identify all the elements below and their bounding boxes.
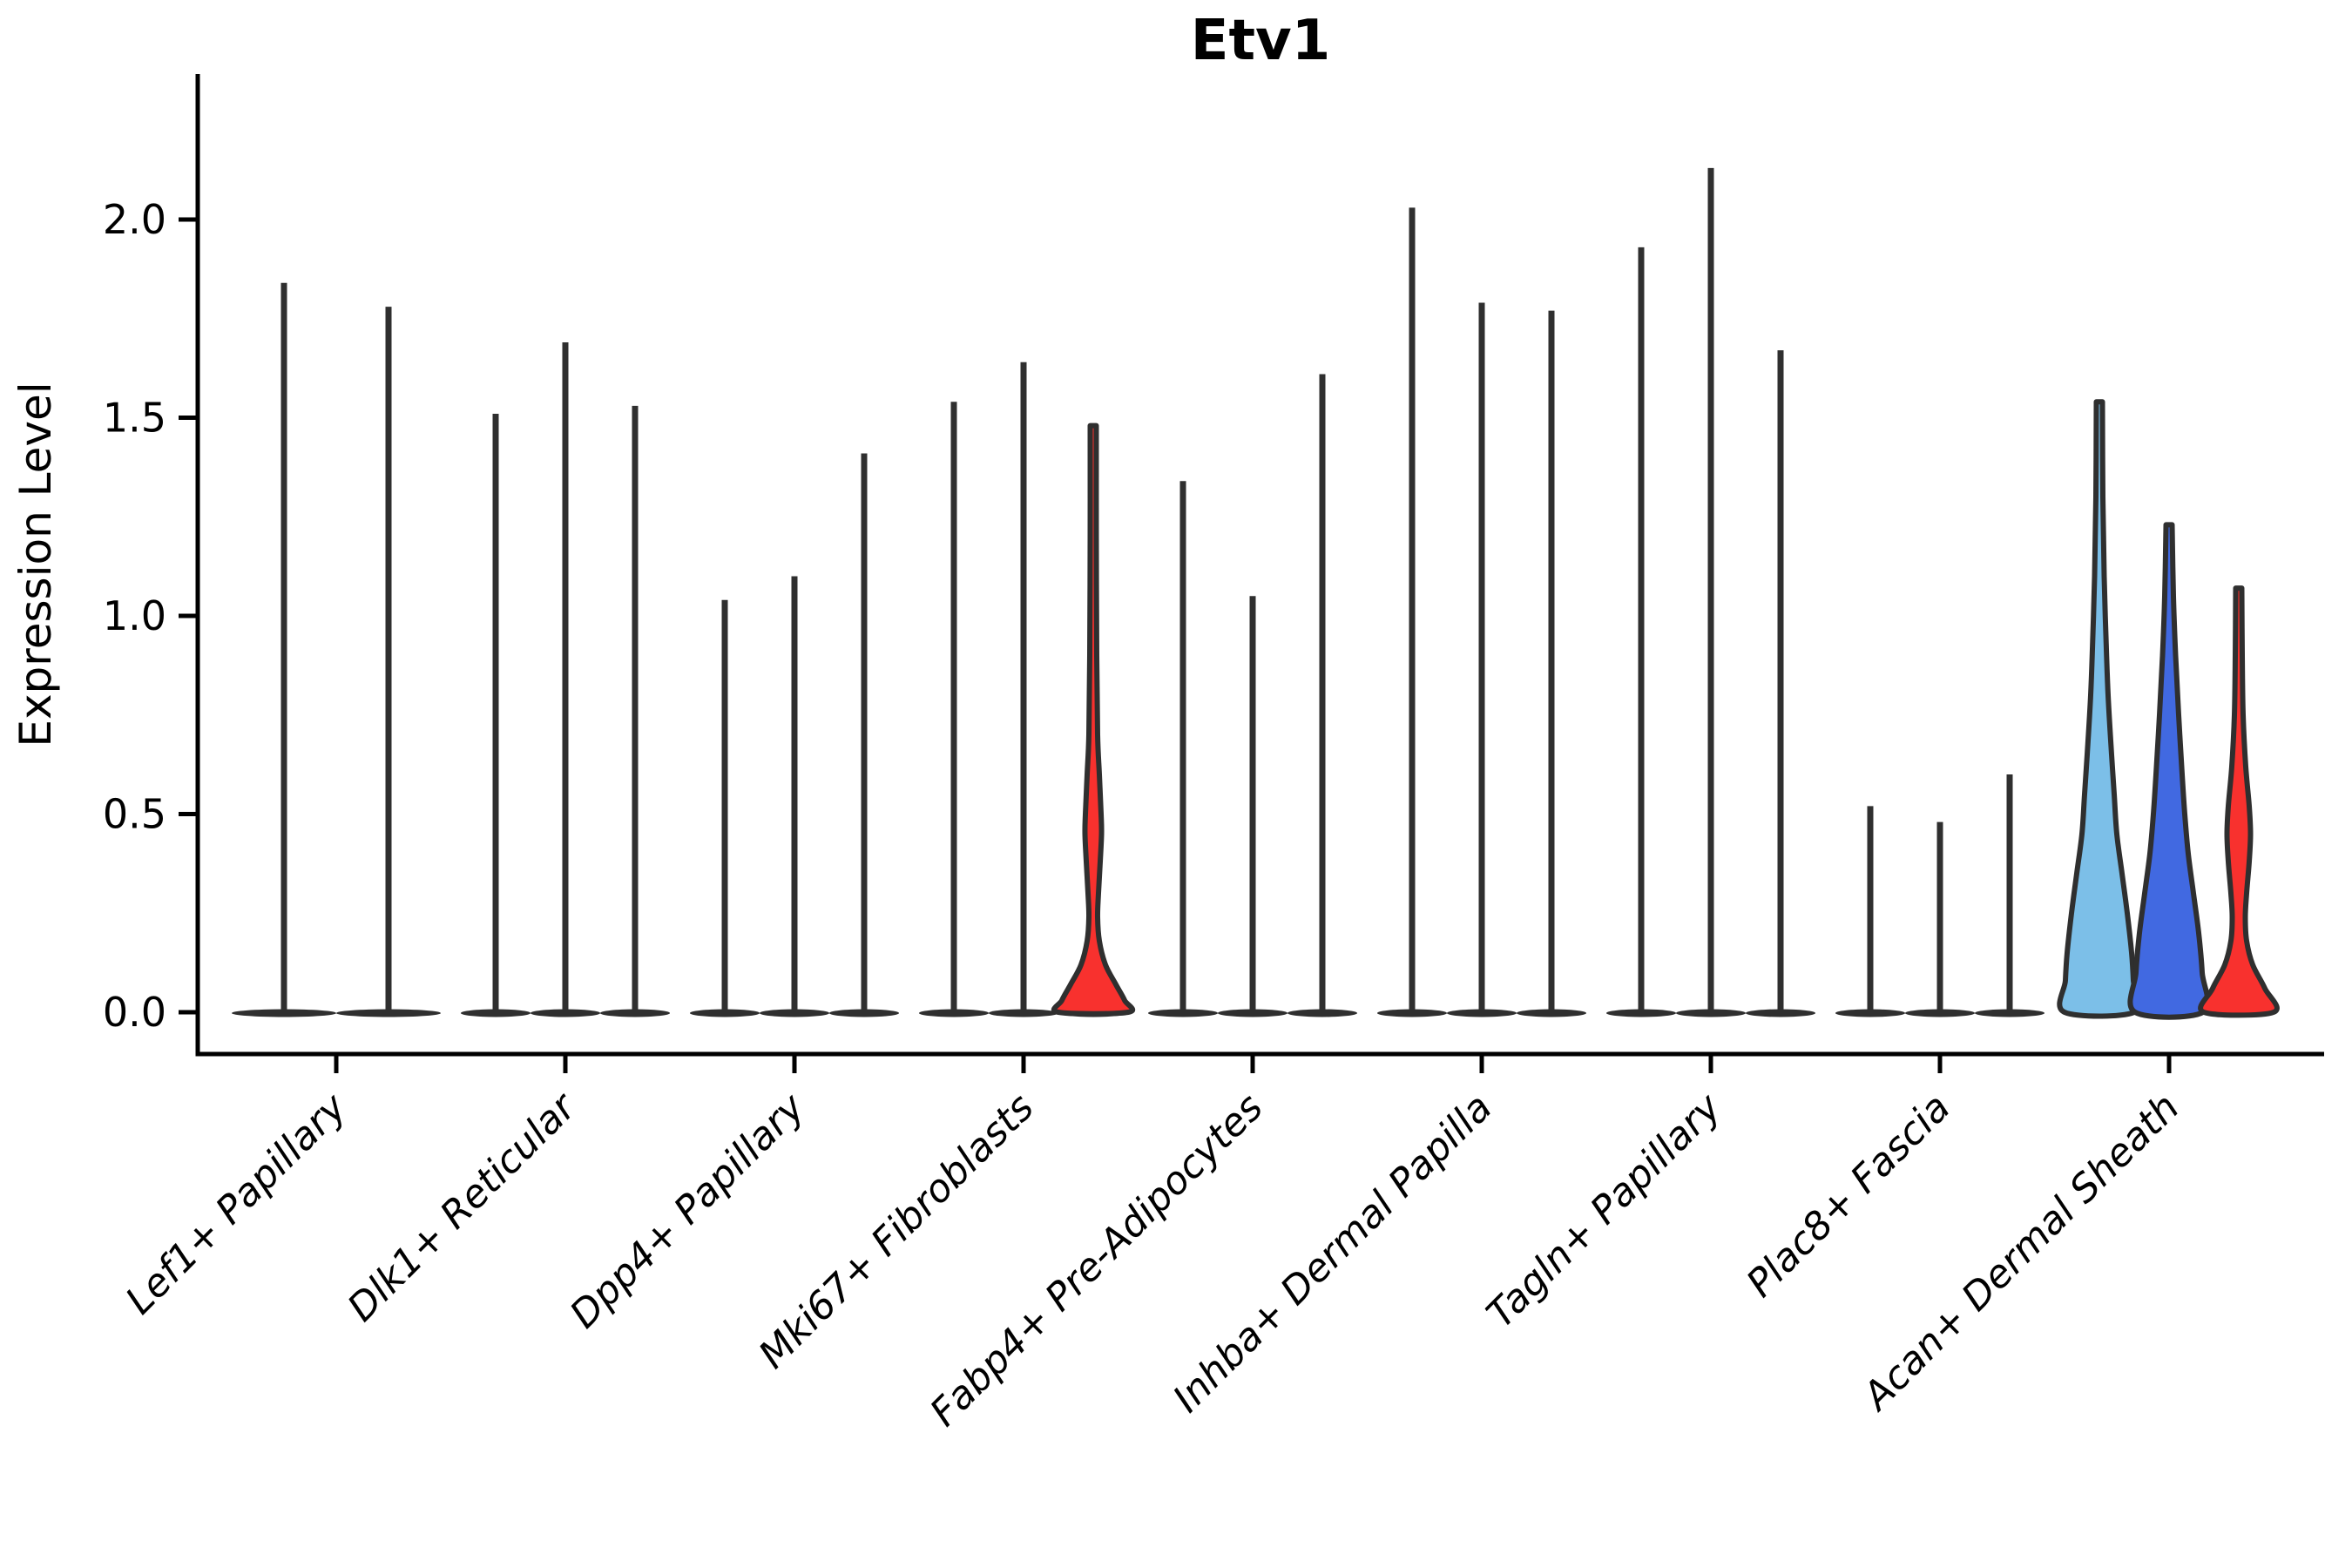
y-axis-label: Expression Level <box>10 382 61 747</box>
x-tick-label: Dpp4+ Papillary <box>562 1085 814 1337</box>
violin-body <box>2198 585 2280 1018</box>
x-tick-label: Plac8+ Fascia <box>1738 1085 1958 1306</box>
x-tick-label: Lef1+ Papillary <box>118 1085 356 1323</box>
x-tick-label: Dlk1+ Reticular <box>339 1084 585 1330</box>
violin-body <box>2057 399 2142 1019</box>
violin-body <box>2127 522 2211 1020</box>
x-tick-label: Tagln+ Papillary <box>1478 1085 1730 1336</box>
y-tick-label: 0.0 <box>103 989 166 1036</box>
y-tick-label: 1.0 <box>103 592 166 639</box>
y-tick-label: 1.5 <box>103 395 166 442</box>
y-tick-label: 0.5 <box>103 791 166 838</box>
violin-body <box>1051 422 1136 1017</box>
chart-title: Etv1 <box>1191 9 1331 73</box>
y-tick-label: 2.0 <box>103 196 166 243</box>
